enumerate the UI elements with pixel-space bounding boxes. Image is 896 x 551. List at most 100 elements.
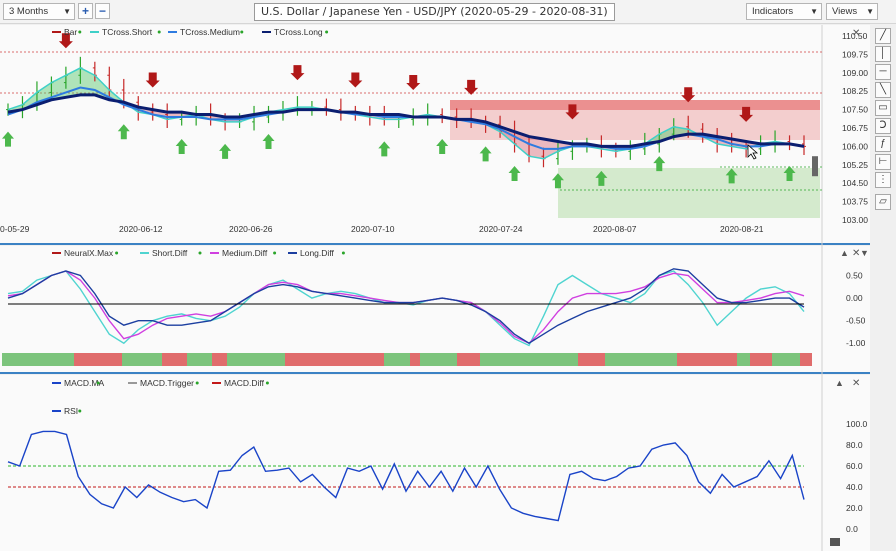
y-tick-label: 109.00 — [842, 68, 868, 78]
buy-arrow-icon — [2, 131, 14, 147]
chevron-up-icon[interactable]: ▲ — [840, 248, 849, 258]
buy-arrow-icon — [175, 138, 188, 154]
legend-label[interactable]: MACD.MA — [64, 378, 104, 388]
drawing-toolbar: ╱ │ ─ ╲ ▭ Ↄ ƒ ⊢ ⋮ ▱ — [870, 24, 896, 210]
horizontal-line-icon[interactable]: ─ — [875, 64, 891, 80]
signal-strip-segment — [2, 353, 74, 366]
legend-dot-icon — [198, 251, 202, 255]
chevron-down-icon: ▼ — [866, 7, 874, 16]
legend-dot-icon — [78, 30, 82, 34]
signal-strip-segment — [578, 353, 605, 366]
legend-dot-icon — [157, 30, 161, 34]
magnet-icon[interactable]: Ↄ — [875, 118, 891, 134]
signal-strip-segment — [285, 353, 384, 366]
comment-icon[interactable]: ▱ — [875, 194, 891, 210]
legend-label[interactable]: Bar — [64, 27, 77, 37]
legend-label[interactable]: TCross.Long — [274, 27, 323, 37]
signal-strip-segment — [187, 353, 212, 366]
legend-dot-icon — [240, 30, 244, 34]
y-tick-label: 109.75 — [842, 49, 868, 59]
signal-strip-segment — [772, 353, 800, 366]
legend-label[interactable]: Medium.Diff — [222, 248, 268, 258]
buy-arrow-icon — [508, 165, 521, 181]
buy-arrow-icon — [783, 165, 796, 181]
close-icon[interactable]: ✕ — [852, 248, 860, 259]
series-line-rsi — [7, 430, 805, 522]
sell-arrow-icon — [58, 33, 73, 49]
support-zone — [558, 168, 820, 218]
legend-label[interactable]: TCross.Short — [102, 27, 153, 37]
rectangle-icon[interactable]: ▭ — [875, 100, 891, 116]
x-tick-label: 2020-08-21 — [720, 224, 764, 234]
y-tick-label: 105.25 — [842, 160, 868, 170]
sell-arrow-icon — [681, 87, 696, 103]
y-tick-label: 108.25 — [842, 86, 868, 96]
legend-dot-icon — [195, 381, 199, 385]
y-tick-label: 40.0 — [846, 482, 863, 492]
trend-fill — [529, 136, 544, 159]
signal-strip-segment — [737, 353, 750, 366]
chevron-up-icon[interactable]: ▲ — [835, 378, 844, 388]
legend-label[interactable]: MACD.Diff — [224, 378, 265, 388]
y-tick-label: 20.0 — [846, 503, 863, 513]
y-tick-label: 0.00 — [846, 293, 863, 303]
series-line-long-diff — [7, 268, 805, 345]
cursor-icon — [747, 144, 759, 160]
legend-dot-icon — [78, 409, 82, 413]
legend-label[interactable]: RSI — [64, 406, 78, 416]
y-tick-label: 110.50 — [842, 31, 868, 41]
sell-arrow-icon — [406, 74, 421, 90]
legend-dot-icon — [273, 251, 277, 255]
slash-icon[interactable]: ╲ — [875, 82, 891, 98]
legend-label[interactable]: TCross.Medium — [180, 27, 240, 37]
zoom-in-button[interactable]: + — [78, 3, 93, 19]
chevron-down-icon: ▼ — [810, 7, 818, 16]
pen-icon[interactable]: ╱ — [875, 28, 891, 44]
sell-arrow-icon — [145, 72, 160, 88]
signal-strip-segment — [74, 353, 122, 366]
rsi-pane[interactable] — [0, 375, 870, 551]
scroll-handle[interactable] — [830, 538, 840, 546]
series-line-tcross-short — [7, 67, 805, 160]
legend-label[interactable]: Long.Diff — [300, 248, 335, 258]
y-tick-label: 107.50 — [842, 105, 868, 115]
chevron-down-icon[interactable]: ▼ — [860, 248, 869, 258]
chevron-down-icon: ▼ — [63, 7, 71, 16]
signal-strip-segment — [480, 353, 578, 366]
legend-label[interactable]: NeuralX.Max — [64, 248, 114, 258]
y-tick-label: 0.0 — [846, 524, 858, 534]
text-icon[interactable]: ƒ — [875, 136, 891, 152]
signal-strip-segment — [457, 353, 480, 366]
zoom-out-button[interactable]: − — [95, 3, 110, 19]
chart-title: U.S. Dollar / Japanese Yen - USD/JPY (20… — [254, 3, 615, 21]
vertical-line-icon[interactable]: │ — [875, 46, 891, 62]
close-icon[interactable]: ✕ — [852, 378, 860, 389]
legend-dot-icon — [265, 381, 269, 385]
buy-arrow-icon — [436, 138, 449, 154]
buy-arrow-icon — [725, 168, 738, 184]
buy-arrow-icon — [262, 134, 275, 150]
close-icon[interactable]: ✕ — [852, 28, 860, 39]
legend-label[interactable]: Short.Diff — [152, 248, 188, 258]
buy-arrow-icon — [551, 173, 564, 189]
y-tick-label: -1.00 — [846, 338, 866, 348]
ruler-icon[interactable]: ⊢ — [875, 154, 891, 170]
signal-strip-segment — [162, 353, 187, 366]
views-select[interactable]: Views ▼ — [826, 3, 878, 20]
sell-arrow-icon — [739, 106, 754, 122]
x-tick-label: 2020-06-26 — [229, 224, 273, 234]
signal-strip-segment — [750, 353, 772, 366]
buy-arrow-icon — [479, 146, 492, 162]
sell-arrow-icon — [464, 79, 479, 95]
y-tick-label: 103.75 — [842, 197, 868, 207]
legend-dot-icon — [341, 251, 345, 255]
legend-label[interactable]: MACD.Trigger — [140, 378, 194, 388]
indicators-select[interactable]: Indicators ▼ — [746, 3, 822, 20]
buy-arrow-icon — [595, 170, 608, 186]
sell-arrow-icon — [290, 65, 305, 81]
trend-fill — [94, 75, 110, 100]
neural-pane[interactable] — [0, 246, 870, 372]
period-select[interactable]: 3 Months ▼ — [3, 3, 75, 20]
grid-icon[interactable]: ⋮ — [875, 172, 891, 188]
